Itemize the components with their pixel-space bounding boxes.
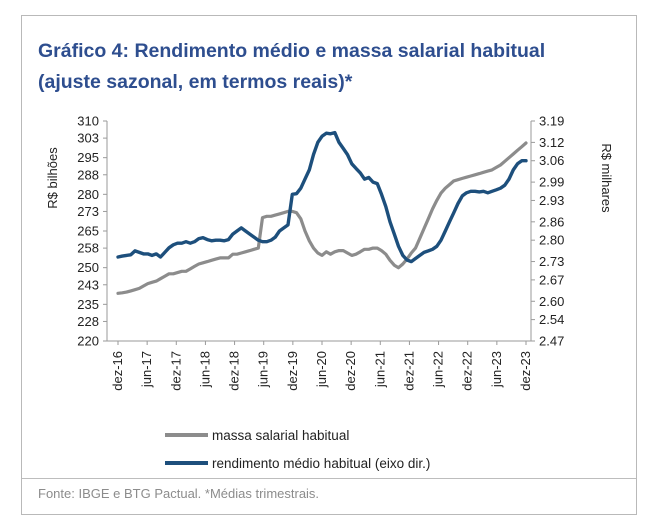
y-tick-label-right: 3.06 [539, 153, 564, 168]
legend-label-rendimento: rendimento médio habitual (eixo dir.) [212, 456, 430, 471]
x-tick-label: jun-17 [139, 351, 154, 388]
x-tick-label: dez-16 [110, 351, 125, 391]
x-tick-label: dez-17 [168, 351, 183, 391]
chart-frame: Gráfico 4: Rendimento médio e massa sala… [21, 15, 637, 515]
y-tick-label-left: 280 [77, 187, 99, 202]
x-tick-label: jun-19 [256, 351, 271, 388]
y-tick-label-left: 273 [77, 204, 99, 219]
y-tick-label-right: 2.93 [539, 193, 564, 208]
y-tick-label-left: 310 [77, 114, 99, 129]
y-tick-label-right: 2.86 [539, 214, 564, 229]
x-tick-label: jun-22 [431, 351, 446, 388]
x-tick-label: jun-18 [197, 351, 212, 388]
y-tick-label-left: 295 [77, 150, 99, 165]
x-tick-label: dez-18 [227, 351, 242, 391]
x-tick-label: dez-19 [285, 351, 300, 391]
y-tick-label-right: 2.99 [539, 175, 564, 190]
legend-label-massa: massa salarial habitual [212, 428, 349, 443]
y-tick-label-left: 288 [77, 167, 99, 182]
y-tick-label-left: 265 [77, 224, 99, 239]
y-tick-label-right: 2.67 [539, 272, 564, 287]
y-tick-label-left: 243 [77, 277, 99, 292]
chart-title-line2: (ajuste sazonal, em termos reais)* [38, 71, 353, 93]
x-tick-label: dez-22 [460, 351, 475, 391]
x-tick-label: dez-20 [343, 351, 358, 391]
y-tick-label-right: 2.80 [539, 233, 564, 248]
y-tick-label-left: 220 [77, 334, 99, 349]
y-axis-title-right: R$ milhares [599, 143, 614, 213]
x-tick-label: jun-23 [489, 351, 504, 388]
y-tick-label-left: 228 [77, 314, 99, 329]
source-note: Fonte: IBGE e BTG Pactual. *Médias trime… [38, 486, 320, 501]
x-tick-label: jun-20 [314, 351, 329, 388]
y-tick-label-left: 235 [77, 297, 99, 312]
x-tick-label: dez-23 [518, 351, 533, 391]
series-line-massa-salarial [116, 141, 528, 295]
y-tick-label-right: 2.73 [539, 254, 564, 269]
y-tick-label-right: 3.12 [539, 135, 564, 150]
x-tick-label: dez-21 [401, 351, 416, 391]
y-tick-label-right: 2.54 [539, 312, 564, 327]
y-tick-label-right: 2.60 [539, 294, 564, 309]
x-tick-label: jun-21 [372, 351, 387, 388]
series-line-rendimento-medio [116, 130, 528, 264]
footer-divider [22, 478, 636, 479]
y-tick-label-left: 258 [77, 241, 99, 256]
y-tick-label-left: 303 [77, 131, 99, 146]
chart-title-line1: Gráfico 4: Rendimento médio e massa sala… [38, 40, 546, 62]
y-tick-label-right: 2.47 [539, 334, 564, 349]
y-axis-title-left: R$ bilhões [45, 147, 60, 209]
y-tick-label-left: 250 [77, 260, 99, 275]
chart-title: Gráfico 4: Rendimento médio e massa sala… [38, 36, 628, 98]
y-tick-label-right: 3.19 [539, 114, 564, 129]
